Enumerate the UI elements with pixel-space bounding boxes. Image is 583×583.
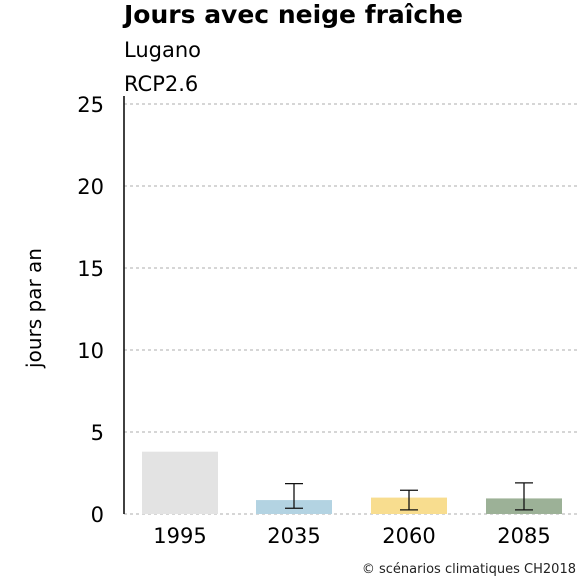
scenario-label: RCP2.6 [124, 72, 199, 96]
x-tick-label: 1995 [153, 524, 206, 548]
location-subtitle: Lugano [124, 38, 201, 62]
copyright-notice: © scénarios climatiques CH2018 [361, 562, 576, 577]
bar [142, 451, 218, 514]
x-tick-label: 2060 [382, 524, 435, 548]
chart-title: Jours avec neige fraîche [124, 0, 463, 29]
y-tick-label: 25 [77, 93, 104, 117]
y-tick-label: 5 [91, 421, 104, 445]
x-tick-label: 2035 [267, 524, 320, 548]
y-tick-label: 15 [77, 257, 104, 281]
y-tick-label: 20 [77, 175, 104, 199]
y-tick-label: 10 [77, 339, 104, 363]
y-tick-label: 0 [91, 503, 104, 527]
x-tick-label: 2085 [497, 524, 550, 548]
